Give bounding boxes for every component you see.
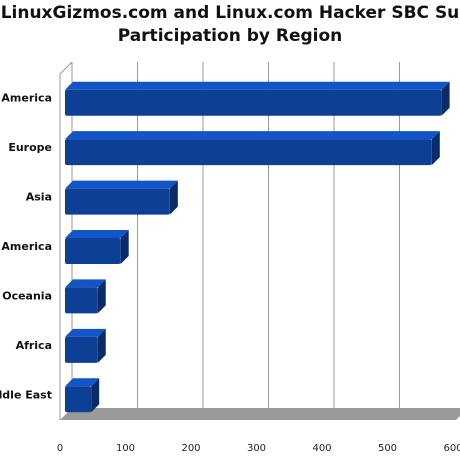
- bar-face: [65, 188, 170, 215]
- bar-face: [65, 81, 450, 90]
- y-tick-label: Europe: [8, 141, 52, 154]
- x-tick-label: 600: [443, 443, 460, 454]
- bar-face: [65, 378, 100, 387]
- x-tick-label: 400: [312, 443, 331, 454]
- bar-face: [65, 328, 106, 337]
- bar: [65, 131, 440, 166]
- y-tick-label: Africa: [16, 339, 52, 352]
- y-tick-label: Asia: [26, 191, 52, 204]
- bar-face: [169, 180, 178, 215]
- wall-edge: [59, 61, 73, 75]
- bar-face: [65, 89, 442, 116]
- bar-face: [65, 139, 432, 166]
- bar: [65, 378, 100, 413]
- y-tick-label: ddle East: [0, 388, 52, 401]
- x-tick-label: 0: [57, 443, 63, 454]
- floor: [60, 408, 460, 420]
- x-tick-label: 100: [116, 443, 135, 454]
- bar-face: [65, 131, 440, 140]
- bar: [65, 230, 129, 264]
- chart-title: Participation by Region: [118, 26, 343, 46]
- bar-face: [91, 378, 100, 413]
- bar-face: [65, 180, 178, 189]
- bar-face: [97, 328, 106, 363]
- x-tick-label: 200: [181, 443, 200, 454]
- y-tick-label: America: [1, 92, 52, 105]
- bar-face: [65, 238, 121, 264]
- bar-face: [120, 230, 129, 264]
- x-tick-label: 500: [378, 443, 397, 454]
- bar-face: [65, 230, 129, 238]
- bar-face: [65, 279, 106, 288]
- bar: [65, 279, 106, 314]
- bar: [65, 81, 450, 116]
- bar-face: [65, 336, 98, 363]
- x-tick-label: 300: [247, 443, 266, 454]
- chart-title: LinuxGizmos.com and Linux.com Hacker SBC…: [1, 3, 460, 23]
- y-tick-label: Oceania: [2, 289, 52, 302]
- bar-face: [97, 279, 106, 314]
- y-tick-label: America: [1, 240, 52, 253]
- bar-face: [65, 287, 98, 314]
- bar: [65, 328, 106, 363]
- bar-face: [65, 386, 92, 413]
- bar: [65, 180, 178, 215]
- bar-face: [431, 131, 440, 166]
- bar-face: [441, 81, 450, 116]
